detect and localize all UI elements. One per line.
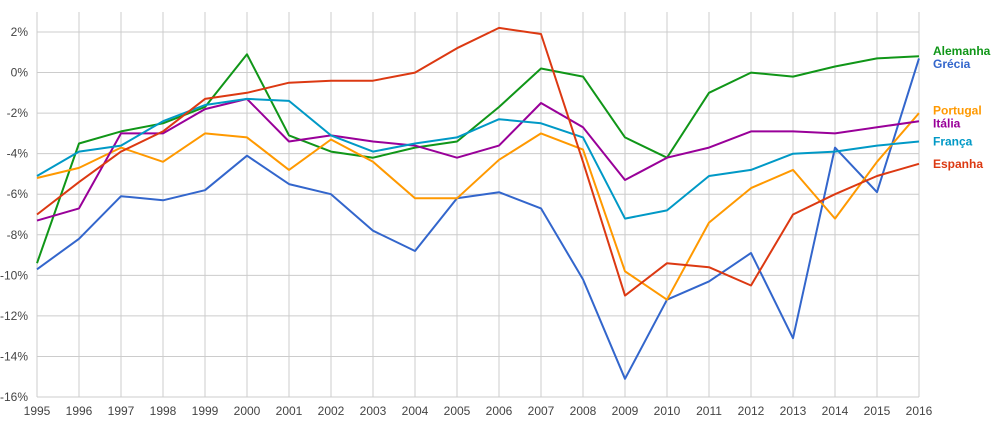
- x-tick-label: 1995: [24, 404, 51, 418]
- series-line-3: [36, 97, 920, 222]
- y-axis-ticks: 2% 0% -2% -4% -6% -8% -10% -12% -14% -16%: [0, 25, 28, 404]
- x-tick-label: 2015: [864, 404, 891, 418]
- legend-label: Grécia: [933, 57, 971, 71]
- y-tick-label: -14%: [0, 349, 28, 363]
- series-line-0: [36, 53, 920, 264]
- x-tick-label: 2007: [528, 404, 555, 418]
- y-tick-label: -12%: [0, 309, 28, 323]
- x-tick-label: 1996: [66, 404, 93, 418]
- y-tick-label: 0%: [11, 66, 29, 80]
- x-tick-label: 2006: [486, 404, 513, 418]
- x-tick-label: 2000: [234, 404, 261, 418]
- x-tick-label: 2013: [780, 404, 807, 418]
- x-tick-label: 1999: [192, 404, 219, 418]
- legend-label: Portugal: [933, 104, 982, 118]
- x-tick-label: 2012: [738, 404, 765, 418]
- y-tick-label: -2%: [7, 106, 29, 120]
- x-tick-label: 2008: [570, 404, 597, 418]
- x-tick-label: 2004: [402, 404, 429, 418]
- x-tick-label: 2002: [318, 404, 345, 418]
- legend-label: França: [933, 135, 973, 149]
- y-tick-label: 2%: [11, 25, 29, 39]
- grid: [36, 12, 920, 398]
- x-tick-label: 2011: [696, 404, 722, 418]
- x-tick-label: 1997: [108, 404, 135, 418]
- x-tick-label: 2009: [612, 404, 639, 418]
- series-line-4: [36, 97, 920, 220]
- y-tick-label: -16%: [0, 390, 28, 404]
- legend-label: Espanha: [933, 157, 983, 171]
- series-line-2: [36, 112, 920, 301]
- y-tick-label: -8%: [7, 228, 29, 242]
- x-tick-label: 2001: [276, 404, 303, 418]
- y-tick-label: -4%: [7, 147, 29, 161]
- legend-label: Itália: [933, 117, 961, 131]
- series-line-1: [36, 58, 920, 380]
- series-lines: [36, 26, 920, 380]
- y-tick-label: -10%: [0, 268, 28, 282]
- x-tick-label: 2005: [444, 404, 471, 418]
- x-tick-label: 2010: [654, 404, 681, 418]
- x-tick-label: 2003: [360, 404, 387, 418]
- x-axis-ticks: 1995 1996 1997 1998 1999 2000 2001 2002 2003 2004…: [24, 404, 933, 418]
- x-tick-label: 2014: [822, 404, 849, 418]
- legend-label: Alemanha: [933, 44, 991, 58]
- series-line-5: [36, 26, 920, 297]
- x-tick-label: 2016: [906, 404, 933, 418]
- x-tick-label: 1998: [150, 404, 177, 418]
- y-tick-label: -6%: [7, 187, 29, 201]
